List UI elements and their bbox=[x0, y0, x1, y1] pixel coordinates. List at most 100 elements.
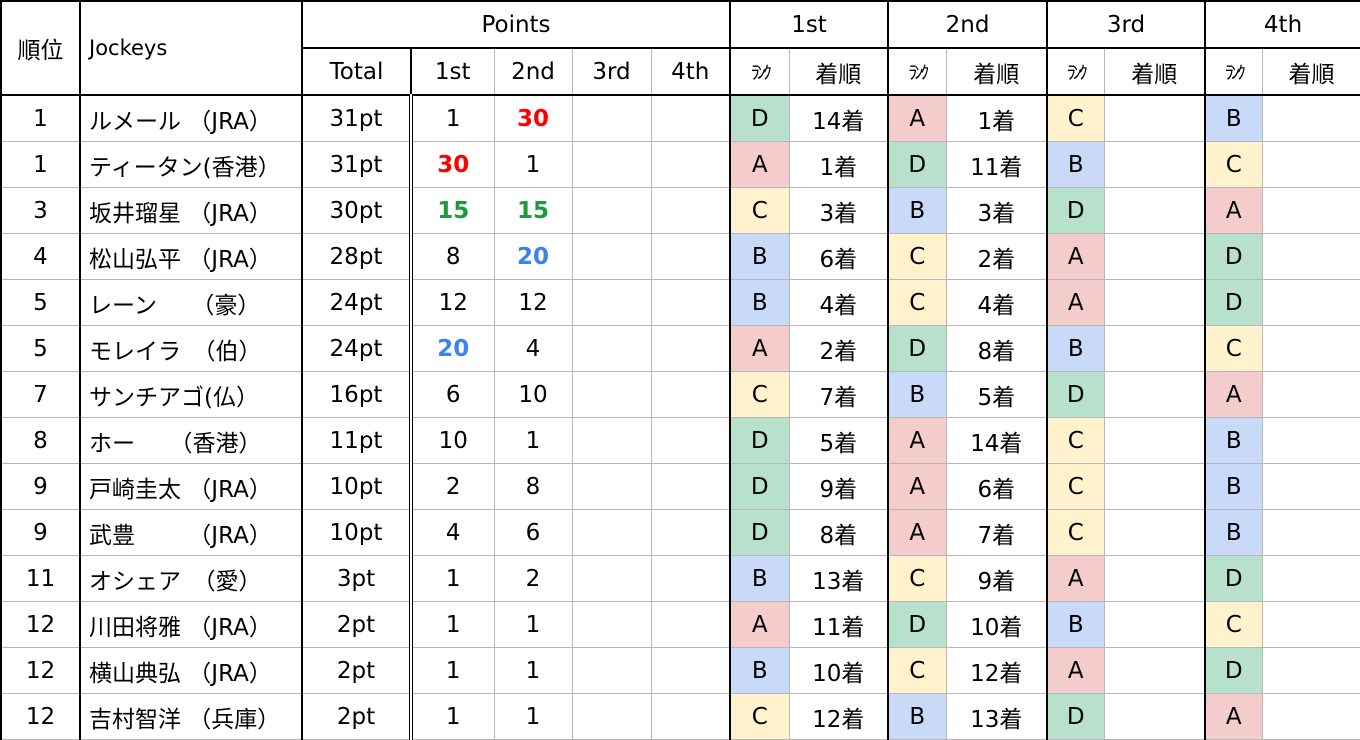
points-1st-cell: 1 bbox=[409, 94, 495, 142]
points-3rd-cell bbox=[571, 141, 652, 188]
race-2-grade-cell: B bbox=[887, 693, 947, 740]
header-rank: 順位 bbox=[0, 0, 81, 96]
race-2-finish-cell: 8着 bbox=[945, 325, 1049, 372]
race-2-finish-cell: 3着 bbox=[945, 187, 1049, 234]
points-1st-cell: 30 bbox=[409, 141, 495, 188]
race-2-grade-cell: A bbox=[887, 463, 947, 510]
points-3rd-cell bbox=[571, 601, 652, 648]
race-1-finish-cell: 3着 bbox=[788, 187, 890, 234]
points-3rd-cell bbox=[571, 647, 652, 694]
race-2-finish-cell: 12着 bbox=[945, 647, 1049, 694]
header-points-4th: 4th bbox=[650, 47, 731, 96]
race-2-finish-cell: 1着 bbox=[945, 94, 1049, 142]
race-3-grade-cell: A bbox=[1046, 555, 1105, 602]
race-2-grade-cell: C bbox=[887, 647, 947, 694]
jockey-name-cell: オシェア （愛） bbox=[79, 555, 303, 602]
race-3-grade-cell: B bbox=[1046, 601, 1105, 648]
race-3-grade-cell: D bbox=[1046, 187, 1105, 234]
table-row: 4 松山弘平 （JRA） 28pt 8 20 B 6着 C 2着 A D bbox=[0, 233, 1360, 280]
points-2nd-cell: 20 bbox=[493, 233, 573, 280]
jockey-name-cell: ホー （香港） bbox=[79, 417, 303, 464]
position-cell: 12 bbox=[0, 647, 81, 694]
header-points-1st: 1st bbox=[410, 47, 495, 96]
race-3-finish-cell bbox=[1103, 233, 1207, 280]
race-4-finish-cell bbox=[1261, 463, 1360, 510]
race-3-grade-cell: C bbox=[1046, 94, 1105, 142]
position-cell: 1 bbox=[0, 94, 81, 142]
points-2nd-cell: 1 bbox=[493, 417, 573, 464]
race-4-finish-cell bbox=[1261, 279, 1360, 326]
points-1st-cell: 2 bbox=[409, 463, 495, 510]
race-1-finish-cell: 2着 bbox=[788, 325, 890, 372]
race-4-finish-cell bbox=[1261, 693, 1360, 740]
points-4th-cell bbox=[650, 279, 731, 326]
points-2nd-cell: 1 bbox=[493, 647, 573, 694]
table-row: 8 ホー （香港） 11pt 10 1 D 5着 A 14着 C B bbox=[0, 417, 1360, 464]
position-cell: 1 bbox=[0, 141, 81, 188]
race-1-grade-cell: B bbox=[729, 647, 790, 694]
race-2-grade-cell: D bbox=[887, 601, 947, 648]
total-points-cell: 16pt bbox=[301, 371, 412, 418]
race-4-grade-cell: C bbox=[1204, 325, 1263, 372]
jockey-name-cell: サンチアゴ(仏） bbox=[79, 371, 303, 418]
race-4-grade-cell: A bbox=[1204, 693, 1263, 740]
race-2-finish-cell: 13着 bbox=[945, 693, 1049, 740]
race-4-finish-cell bbox=[1261, 555, 1360, 602]
total-points-cell: 31pt bbox=[301, 141, 412, 188]
header-finish-label: 着順 bbox=[1261, 47, 1360, 96]
points-2nd-cell: 30 bbox=[493, 94, 573, 142]
race-1-finish-cell: 6着 bbox=[788, 233, 890, 280]
race-3-finish-cell bbox=[1103, 555, 1207, 602]
race-2-finish-cell: 10着 bbox=[945, 601, 1049, 648]
header-finish-label: 着順 bbox=[1103, 47, 1207, 96]
race-2-finish-cell: 11着 bbox=[945, 141, 1049, 188]
race-2-grade-cell: A bbox=[887, 509, 947, 556]
race-3-finish-cell bbox=[1103, 509, 1207, 556]
points-1st-cell: 10 bbox=[409, 417, 495, 464]
jockey-name-cell: 吉村智洋 （兵庫） bbox=[79, 693, 303, 740]
race-1-grade-cell: C bbox=[729, 693, 790, 740]
table-row: 1 ティータン(香港） 31pt 30 1 A 1着 D 11着 B C bbox=[0, 141, 1360, 188]
jockey-name-cell: 横山典弘 （JRA） bbox=[79, 647, 303, 694]
race-1-finish-cell: 11着 bbox=[788, 601, 890, 648]
header-finish-label: 着順 bbox=[945, 47, 1049, 96]
race-1-grade-cell: D bbox=[729, 94, 790, 142]
position-cell: 9 bbox=[0, 463, 81, 510]
points-1st-cell: 1 bbox=[409, 647, 495, 694]
race-2-grade-cell: A bbox=[887, 417, 947, 464]
points-4th-cell bbox=[650, 233, 731, 280]
race-2-grade-cell: D bbox=[887, 325, 947, 372]
points-2nd-cell: 4 bbox=[493, 325, 573, 372]
race-1-grade-cell: B bbox=[729, 555, 790, 602]
jockey-name-cell: 坂井瑠星 （JRA） bbox=[79, 187, 303, 234]
race-4-grade-cell: D bbox=[1204, 279, 1263, 326]
race-4-grade-cell: A bbox=[1204, 371, 1263, 418]
table-row: 11 オシェア （愛） 3pt 1 2 B 13着 C 9着 A D bbox=[0, 555, 1360, 602]
race-3-grade-cell: B bbox=[1046, 141, 1105, 188]
header-race-2: 2nd bbox=[887, 0, 1049, 49]
points-3rd-cell bbox=[571, 371, 652, 418]
race-3-finish-cell bbox=[1103, 325, 1207, 372]
total-points-cell: 2pt bbox=[301, 647, 412, 694]
total-points-cell: 28pt bbox=[301, 233, 412, 280]
points-3rd-cell bbox=[571, 279, 652, 326]
total-points-cell: 2pt bbox=[301, 693, 412, 740]
total-points-cell: 10pt bbox=[301, 509, 412, 556]
race-2-finish-cell: 2着 bbox=[945, 233, 1049, 280]
race-3-grade-cell: A bbox=[1046, 647, 1105, 694]
jockey-name-cell: ルメール （JRA） bbox=[79, 94, 303, 142]
race-3-grade-cell: D bbox=[1046, 371, 1105, 418]
position-cell: 9 bbox=[0, 509, 81, 556]
points-3rd-cell bbox=[571, 94, 652, 142]
race-1-finish-cell: 14着 bbox=[788, 94, 890, 142]
total-points-cell: 31pt bbox=[301, 94, 412, 142]
race-4-grade-cell: C bbox=[1204, 141, 1263, 188]
race-3-finish-cell bbox=[1103, 279, 1207, 326]
header-rank-label: ﾗﾝｸ bbox=[1204, 47, 1263, 96]
race-4-finish-cell bbox=[1261, 187, 1360, 234]
race-4-finish-cell bbox=[1261, 94, 1360, 142]
race-4-finish-cell bbox=[1261, 325, 1360, 372]
race-3-finish-cell bbox=[1103, 94, 1207, 142]
jockey-name-cell: 戸崎圭太 （JRA） bbox=[79, 463, 303, 510]
